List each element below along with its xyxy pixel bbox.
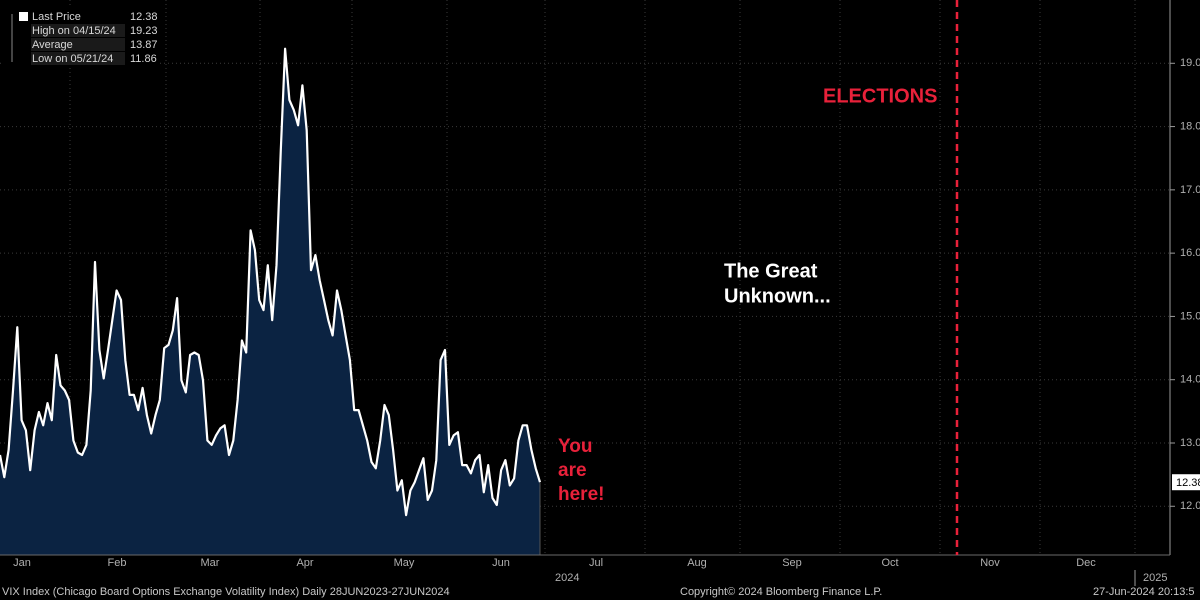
year-label: 2025 bbox=[1143, 572, 1167, 584]
x-tick-label: Mar bbox=[201, 557, 220, 569]
footer-right: 27-Jun-2024 20:13:5 bbox=[1093, 586, 1195, 598]
legend-label: Low on 05/21/24 bbox=[32, 53, 113, 65]
legend-label: High on 04/15/24 bbox=[32, 25, 116, 37]
axis: 12.0 13.0 14.0 15.0 16.0 17.0 18.0 19.0 Jan Feb Ma… bbox=[0, 0, 1200, 586]
year-label: 2024 bbox=[555, 572, 579, 584]
legend-label-bg bbox=[31, 38, 125, 51]
x-tick-label: Nov bbox=[980, 557, 1000, 569]
y-tick-label: 19.0 bbox=[1180, 57, 1200, 69]
x-tick-label: Apr bbox=[296, 557, 313, 569]
y-tick-label: 13.0 bbox=[1180, 437, 1200, 449]
plot bbox=[0, 47, 542, 555]
annotation: here! bbox=[558, 484, 604, 505]
y-tick-label: 15.0 bbox=[1180, 310, 1200, 322]
price-tag bbox=[1172, 474, 1200, 491]
line bbox=[0, 47, 542, 517]
legend-label-bg bbox=[31, 10, 125, 23]
y-tick-label: 18.0 bbox=[1180, 120, 1200, 132]
x-tick-label: Jan bbox=[13, 557, 31, 569]
x-tick-label: Dec bbox=[1076, 557, 1096, 569]
y-tick-label: 17.0 bbox=[1180, 184, 1200, 196]
legend-marker bbox=[19, 12, 28, 21]
y-tick-label: 12.0 bbox=[1180, 500, 1200, 512]
x-tick-label: Feb bbox=[108, 557, 127, 569]
x-tick-label: May bbox=[394, 557, 415, 569]
legend-label-bg bbox=[31, 24, 125, 37]
x-tick-label: Jul bbox=[589, 557, 603, 569]
annotation: ELECTIONS bbox=[823, 85, 937, 107]
legend-label-bg bbox=[31, 52, 125, 65]
annotation: are bbox=[558, 460, 587, 481]
legend-label: Last Price bbox=[32, 11, 81, 23]
x-tick-label: Jun bbox=[492, 557, 510, 569]
x-tick-label: Sep bbox=[782, 557, 802, 569]
annotations: ELECTIONS The Great Unknown... You are here! bbox=[558, 0, 959, 555]
footer: VIX Index (Chicago Board Options Exchang… bbox=[2, 586, 1195, 598]
grid bbox=[0, 0, 1170, 555]
y-tick-label: 16.0 bbox=[1180, 247, 1200, 259]
footer-left: VIX Index (Chicago Board Options Exchang… bbox=[2, 586, 450, 598]
annotation: The Great bbox=[724, 260, 818, 282]
annotation: Unknown... bbox=[724, 285, 831, 307]
legend-label: Average bbox=[32, 39, 73, 51]
legend-value: 11.86 bbox=[130, 53, 157, 65]
x-tick-label: Aug bbox=[687, 557, 707, 569]
legend-value: 13.87 bbox=[130, 39, 158, 51]
legend: Last Price 12.38 High on 04/15/24 19.23 Aver… bbox=[4, 8, 160, 66]
legend-value: 19.23 bbox=[130, 25, 158, 37]
footer-center: Copyright© 2024 Bloomberg Finance L.P. bbox=[680, 586, 882, 598]
price-tag-label: 12.38 bbox=[1176, 477, 1200, 489]
y-tick-label: 14.0 bbox=[1180, 374, 1200, 386]
annotation: You bbox=[558, 436, 592, 457]
x-tick-label: Oct bbox=[881, 557, 898, 569]
legend-value: 12.38 bbox=[130, 11, 158, 23]
